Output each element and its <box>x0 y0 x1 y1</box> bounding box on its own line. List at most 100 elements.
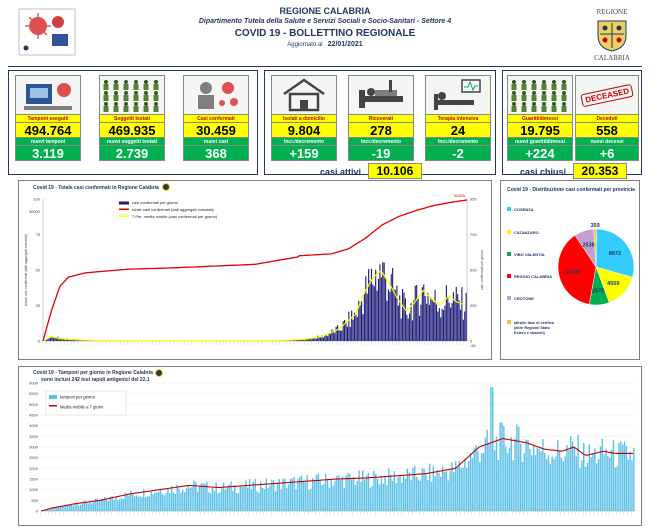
person-head <box>512 80 516 84</box>
tests-bar <box>432 465 435 511</box>
daily-bar <box>365 276 367 341</box>
tests-bar <box>345 475 347 511</box>
y-tick-label: 2000 <box>29 466 39 471</box>
tests-bar <box>479 462 481 511</box>
tests-bar <box>425 472 427 511</box>
pie-legend-label: VIBO VALENTIA <box>514 252 545 257</box>
daily-bar <box>458 300 460 341</box>
tests-bar <box>234 485 236 511</box>
province-pie-panel: Covid 19 - Distribuzione casi confermati… <box>500 180 640 360</box>
kpi-label: Tamponi eseguiti <box>15 115 81 123</box>
tests-bar <box>568 449 570 511</box>
person-body <box>153 84 159 90</box>
person-body <box>531 106 537 112</box>
tests-bar <box>256 491 258 511</box>
moving-average-line <box>42 270 466 342</box>
department-title: Dipartimento Tutela della Salute e Servi… <box>198 18 452 25</box>
kpi-ricoverati: Ricoverati 278 Incr./decremento -19 <box>348 75 414 161</box>
tests-bar <box>217 493 219 511</box>
person-head <box>154 102 158 106</box>
tests-bar <box>219 492 221 511</box>
daily-bar <box>64 339 66 341</box>
legend-label: casi confermati per giorno <box>132 200 179 205</box>
daily-bar <box>441 308 443 341</box>
tests-bar <box>79 504 82 511</box>
daily-bar <box>310 339 312 341</box>
tests-bar <box>245 480 247 511</box>
left-tick-label: 0 <box>38 339 41 344</box>
daily-bar <box>390 274 392 341</box>
tests-bar <box>542 439 544 511</box>
tests-bar <box>172 492 175 511</box>
tests-bar <box>250 489 253 511</box>
tests-bar <box>319 480 321 511</box>
tests-bar <box>486 429 488 511</box>
tests-bar <box>167 487 169 511</box>
tests-bar <box>139 496 141 511</box>
tests-bar <box>614 467 616 511</box>
daily-bar <box>375 269 377 341</box>
daily-bar <box>353 312 356 341</box>
legend-box <box>45 390 127 416</box>
tests-bar <box>312 478 314 511</box>
tests-bar <box>538 448 540 511</box>
daily-bar <box>400 318 402 341</box>
tests-bar <box>76 503 78 511</box>
tests-bar <box>349 474 351 511</box>
tests-bar <box>267 488 269 511</box>
person-body <box>143 84 149 90</box>
tests-bar <box>594 448 596 511</box>
tests-bar <box>130 490 132 511</box>
tests-bar <box>571 441 574 511</box>
daily-bar <box>59 339 62 341</box>
pie-value-label: 11536 <box>565 270 580 276</box>
daily-bar <box>356 317 358 341</box>
pie-legend-swatch <box>507 320 511 324</box>
daily-bar <box>414 285 416 341</box>
person-body <box>551 106 557 112</box>
tests-bar <box>293 477 295 511</box>
tests-bar <box>540 451 542 511</box>
right-tick-label: 0 <box>470 339 473 344</box>
tests-bar <box>323 483 325 511</box>
tests-bar <box>215 482 217 511</box>
y-tick-label: 5000 <box>29 402 39 407</box>
person-head <box>154 80 158 84</box>
region-label-top: REGIONE <box>596 8 628 16</box>
daily-bar <box>78 340 80 341</box>
tests-bar <box>300 475 303 511</box>
tests-bar <box>330 479 332 511</box>
tests-bar <box>228 484 230 511</box>
tests-bar <box>157 491 160 511</box>
person-head <box>104 102 108 106</box>
daily-bar <box>403 292 405 341</box>
tests-bar <box>501 422 503 511</box>
tests-bar <box>299 477 301 511</box>
daily-bar <box>334 333 336 341</box>
person-head <box>114 91 118 95</box>
daily-bar <box>338 330 340 341</box>
kpi-label: Terapia intensiva <box>425 115 491 123</box>
tests-bar <box>182 490 184 511</box>
daily-bar <box>373 286 375 341</box>
daily-bar <box>426 303 428 341</box>
daily-bar <box>438 308 440 341</box>
daily-bar <box>430 297 432 341</box>
daily-bar <box>368 269 370 341</box>
kpi-label: Guariti/dimessi <box>507 115 573 123</box>
tests-bar <box>96 498 99 511</box>
tests-bar <box>473 448 475 511</box>
tests-bar <box>627 459 629 511</box>
person-head <box>134 102 138 106</box>
daily-bar <box>444 305 446 341</box>
tests-bar <box>144 497 147 511</box>
tests-bar <box>417 479 420 511</box>
tests-bar <box>98 500 100 511</box>
tests-bar <box>87 503 89 511</box>
daily-bar <box>345 321 347 341</box>
tests-bar <box>464 458 466 511</box>
tests-bar <box>493 450 496 511</box>
pie-slice <box>593 228 597 268</box>
person-body <box>561 84 567 90</box>
tests-bar <box>516 424 518 511</box>
